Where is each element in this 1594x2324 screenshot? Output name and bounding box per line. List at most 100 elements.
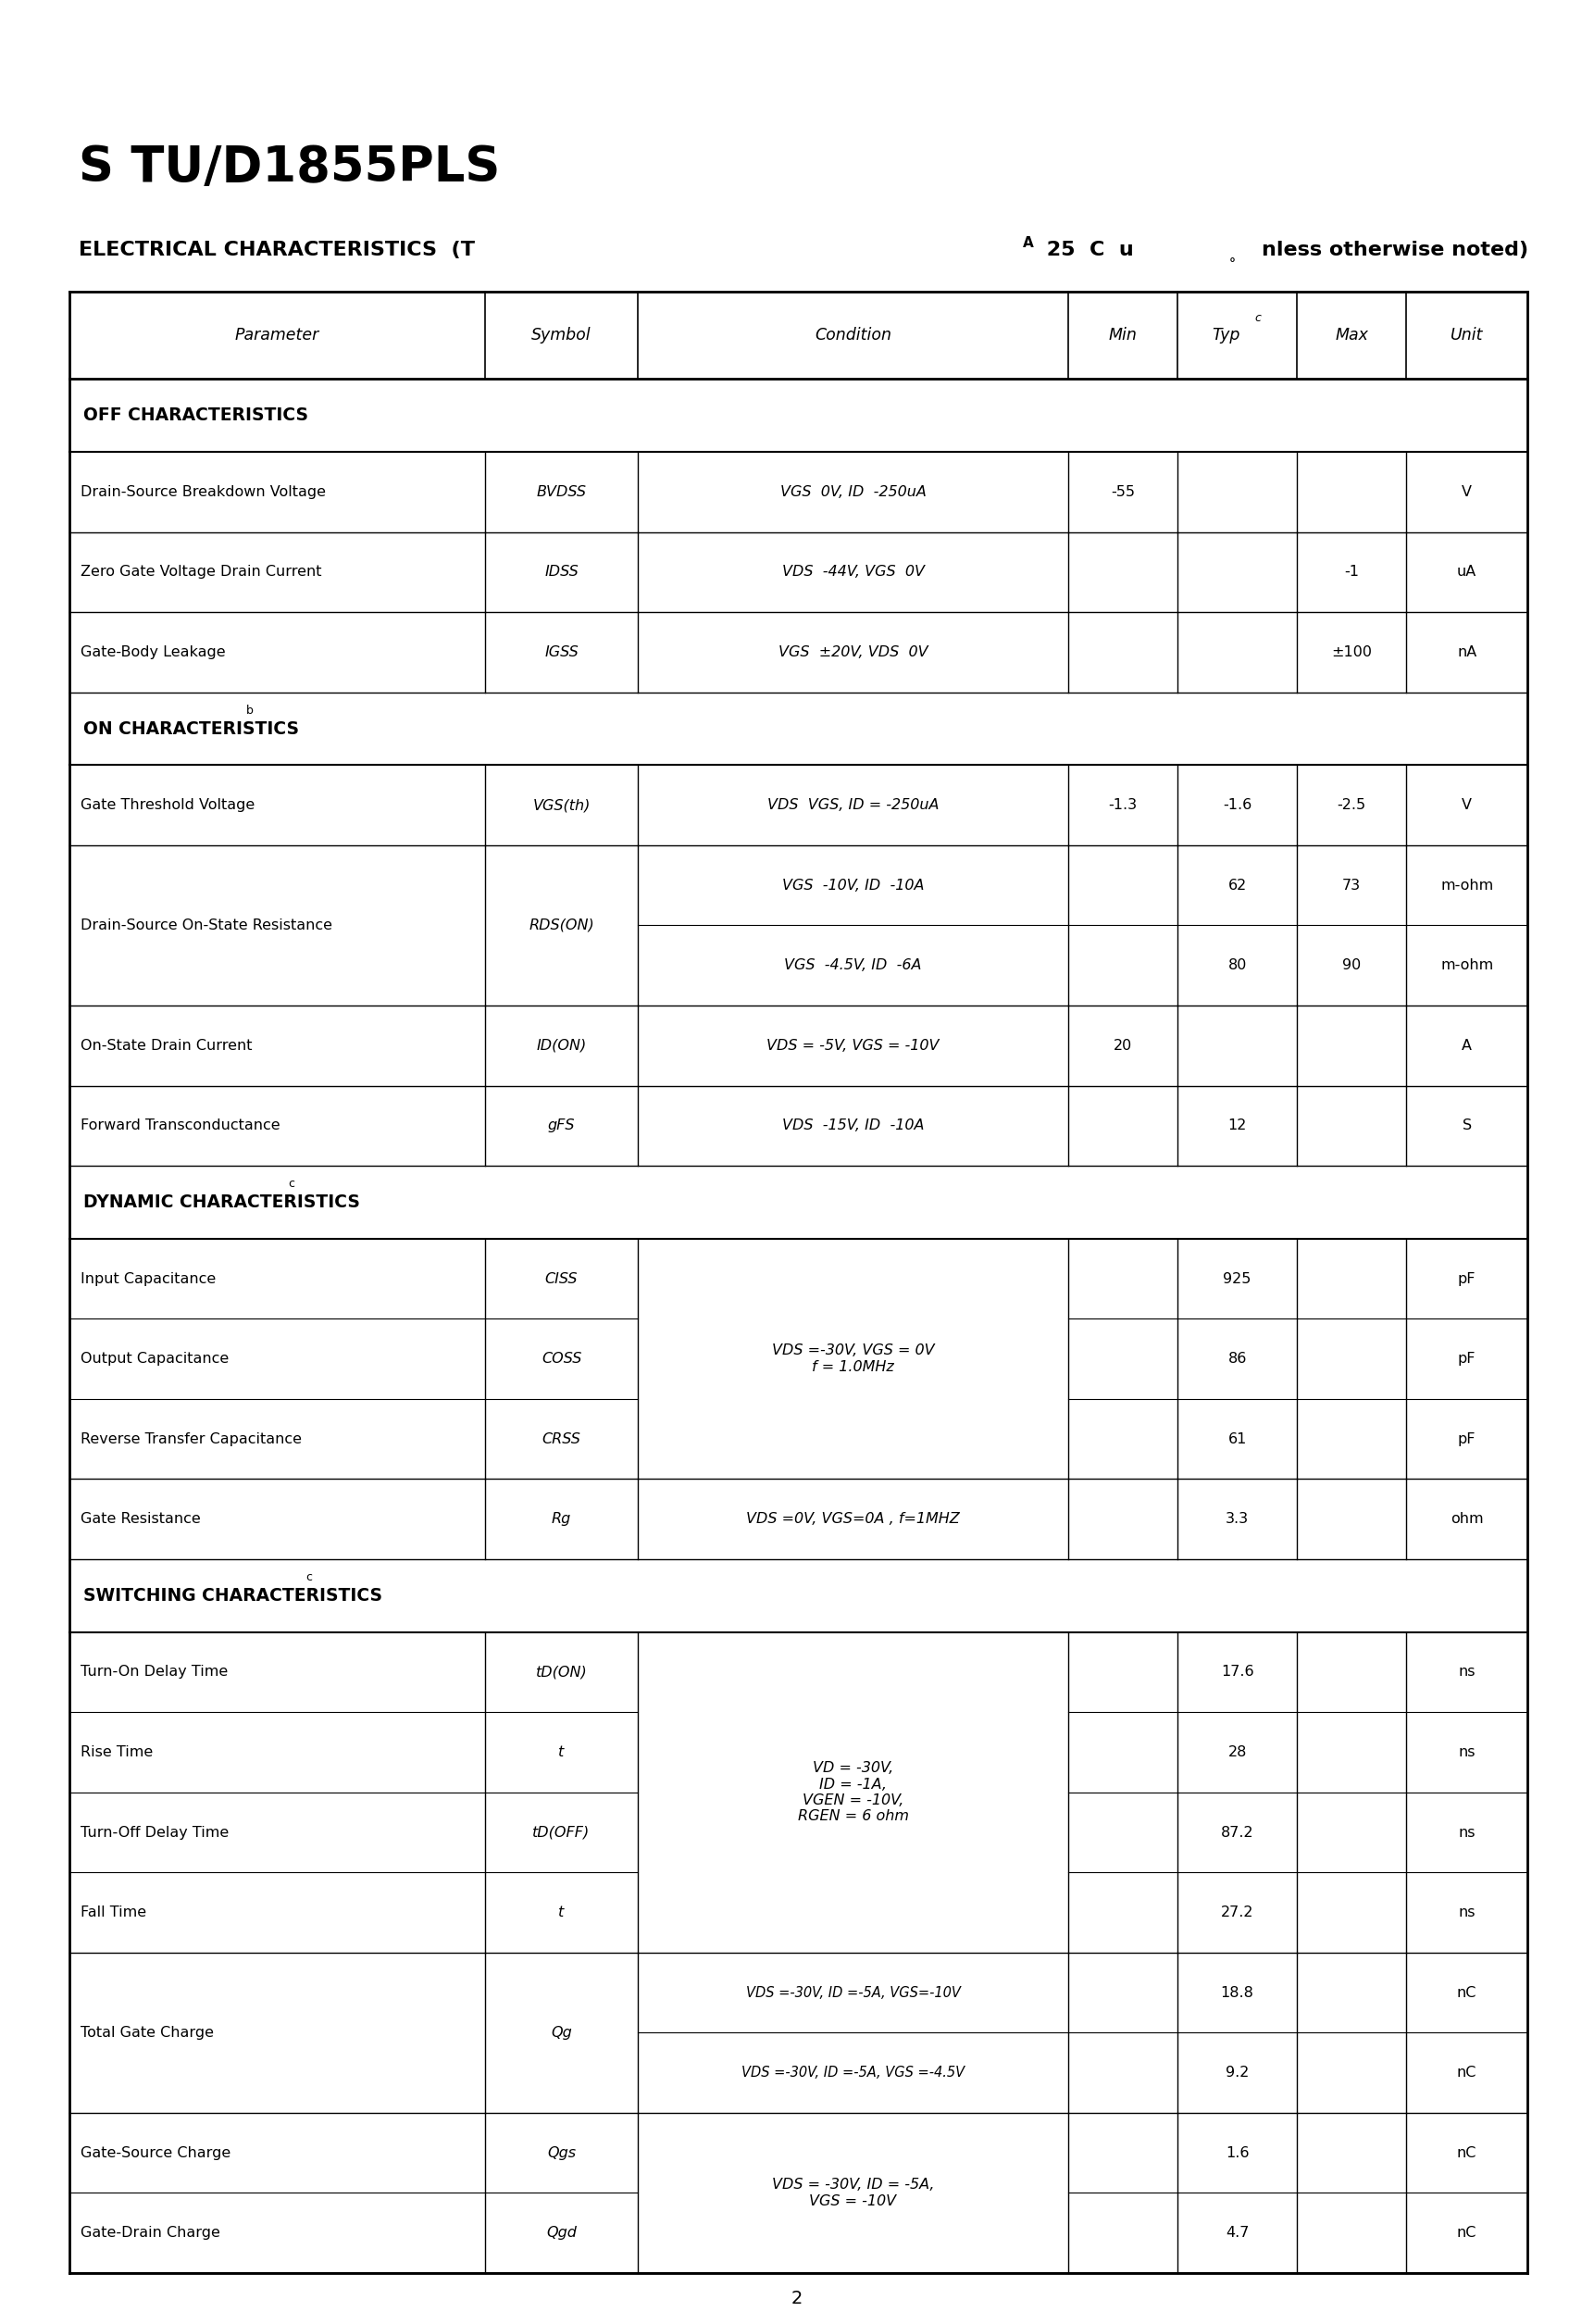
Text: uA: uA: [1457, 565, 1476, 579]
Text: -55: -55: [1111, 486, 1135, 500]
Text: Output Capacitance: Output Capacitance: [81, 1353, 230, 1367]
Text: Unit: Unit: [1451, 328, 1484, 344]
Text: RDS(ON): RDS(ON): [529, 918, 595, 932]
Text: Input Capacitance: Input Capacitance: [81, 1271, 215, 1285]
Text: tD(ON): tD(ON): [536, 1666, 587, 1678]
Text: VDS  VGS, ID = -250uA: VDS VGS, ID = -250uA: [767, 797, 939, 811]
Text: m-ohm: m-ohm: [1441, 878, 1494, 892]
Text: Gate-Body Leakage: Gate-Body Leakage: [81, 646, 225, 660]
Text: CISS: CISS: [545, 1271, 579, 1285]
Text: -1.6: -1.6: [1223, 797, 1251, 811]
Text: nC: nC: [1457, 2145, 1476, 2159]
Text: IGSS: IGSS: [545, 646, 579, 660]
Text: nC: nC: [1457, 1985, 1476, 1999]
Text: A: A: [1462, 1039, 1471, 1053]
Text: pF: pF: [1459, 1271, 1476, 1285]
Text: ns: ns: [1459, 1745, 1476, 1759]
Text: ON CHARACTERISTICS: ON CHARACTERISTICS: [83, 720, 300, 737]
Text: Turn-Off Delay Time: Turn-Off Delay Time: [81, 1824, 230, 1838]
Text: S TU/D1855PLS: S TU/D1855PLS: [78, 144, 501, 191]
Text: A: A: [1023, 237, 1035, 251]
Text: 12: 12: [1227, 1118, 1247, 1132]
Text: 4.7: 4.7: [1226, 2226, 1250, 2240]
Text: Zero Gate Voltage Drain Current: Zero Gate Voltage Drain Current: [81, 565, 322, 579]
Text: b: b: [245, 704, 253, 716]
Text: Gate-Drain Charge: Gate-Drain Charge: [81, 2226, 220, 2240]
Text: VDS =-30V, ID =-5A, VGS=-10V: VDS =-30V, ID =-5A, VGS=-10V: [746, 1985, 960, 1999]
Text: V: V: [1462, 486, 1471, 500]
Text: 61: 61: [1227, 1432, 1247, 1446]
Text: ns: ns: [1459, 1666, 1476, 1678]
Text: S: S: [1462, 1118, 1471, 1132]
Text: t: t: [558, 1906, 564, 1920]
Text: 73: 73: [1342, 878, 1361, 892]
Text: On-State Drain Current: On-State Drain Current: [81, 1039, 252, 1053]
Text: VDS = -5V, VGS = -10V: VDS = -5V, VGS = -10V: [767, 1039, 939, 1053]
Text: V: V: [1462, 797, 1471, 811]
Text: gFS: gFS: [548, 1118, 575, 1132]
Text: COSS: COSS: [542, 1353, 582, 1367]
Text: 2: 2: [791, 2289, 803, 2308]
Text: CRSS: CRSS: [542, 1432, 580, 1446]
Text: -1.3: -1.3: [1108, 797, 1137, 811]
Text: Min: Min: [1108, 328, 1137, 344]
Text: VDS  -15V, ID  -10A: VDS -15V, ID -10A: [783, 1118, 925, 1132]
Text: ohm: ohm: [1451, 1513, 1484, 1527]
Text: 87.2: 87.2: [1221, 1824, 1254, 1838]
Text: m-ohm: m-ohm: [1441, 957, 1494, 971]
Text: Parameter: Parameter: [234, 328, 319, 344]
Text: 25  C  u: 25 C u: [1039, 242, 1133, 260]
Text: SWITCHING CHARACTERISTICS: SWITCHING CHARACTERISTICS: [83, 1587, 383, 1604]
Text: -1: -1: [1344, 565, 1360, 579]
Text: ELECTRICAL CHARACTERISTICS  (T: ELECTRICAL CHARACTERISTICS (T: [78, 242, 475, 260]
Text: 18.8: 18.8: [1221, 1985, 1254, 1999]
Text: 20: 20: [1113, 1039, 1132, 1053]
Text: Condition: Condition: [815, 328, 891, 344]
Text: Qgs: Qgs: [547, 2145, 575, 2159]
Text: VDS =0V, VGS=0A , f=1MHZ: VDS =0V, VGS=0A , f=1MHZ: [746, 1513, 960, 1527]
Text: tD(OFF): tD(OFF): [532, 1824, 590, 1838]
Text: Typ: Typ: [1211, 328, 1240, 344]
Text: nA: nA: [1457, 646, 1476, 660]
Text: c: c: [306, 1571, 312, 1583]
Text: VGS  ±20V, VDS  0V: VGS ±20V, VDS 0V: [778, 646, 928, 660]
Text: VGS(th): VGS(th): [532, 797, 590, 811]
Text: VGS  -10V, ID  -10A: VGS -10V, ID -10A: [783, 878, 925, 892]
Text: Gate Resistance: Gate Resistance: [81, 1513, 201, 1527]
Text: 17.6: 17.6: [1221, 1666, 1254, 1678]
Text: nC: nC: [1457, 2226, 1476, 2240]
Text: 27.2: 27.2: [1221, 1906, 1253, 1920]
Text: Turn-On Delay Time: Turn-On Delay Time: [81, 1666, 228, 1678]
Text: Drain-Source Breakdown Voltage: Drain-Source Breakdown Voltage: [81, 486, 325, 500]
Text: BVDSS: BVDSS: [537, 486, 587, 500]
Text: 925: 925: [1223, 1271, 1251, 1285]
Text: nless otherwise noted): nless otherwise noted): [1262, 242, 1529, 260]
Text: t: t: [558, 1745, 564, 1759]
Text: Forward Transconductance: Forward Transconductance: [81, 1118, 281, 1132]
Text: ns: ns: [1459, 1824, 1476, 1838]
Text: Gate Threshold Voltage: Gate Threshold Voltage: [81, 797, 255, 811]
Text: Qgd: Qgd: [547, 2226, 577, 2240]
Text: c: c: [289, 1178, 295, 1190]
Text: 62: 62: [1227, 878, 1247, 892]
Text: Rg: Rg: [552, 1513, 571, 1527]
Text: ns: ns: [1459, 1906, 1476, 1920]
Text: Reverse Transfer Capacitance: Reverse Transfer Capacitance: [81, 1432, 301, 1446]
Text: VGS  -4.5V, ID  -6A: VGS -4.5V, ID -6A: [784, 957, 921, 971]
Text: c: c: [1254, 311, 1261, 323]
Text: -2.5: -2.5: [1337, 797, 1366, 811]
Text: Fall Time: Fall Time: [81, 1906, 147, 1920]
Text: Symbol: Symbol: [531, 328, 591, 344]
Text: VDS  -44V, VGS  0V: VDS -44V, VGS 0V: [781, 565, 925, 579]
Text: 9.2: 9.2: [1226, 2066, 1250, 2080]
Text: DYNAMIC CHARACTERISTICS: DYNAMIC CHARACTERISTICS: [83, 1195, 360, 1211]
Text: pF: pF: [1459, 1353, 1476, 1367]
Text: VDS =-30V, VGS = 0V
f = 1.0MHz: VDS =-30V, VGS = 0V f = 1.0MHz: [771, 1343, 934, 1373]
Text: IDSS: IDSS: [545, 565, 579, 579]
Text: 90: 90: [1342, 957, 1361, 971]
Text: °: °: [1229, 258, 1235, 270]
Text: VDS =-30V, ID =-5A, VGS =-4.5V: VDS =-30V, ID =-5A, VGS =-4.5V: [741, 2066, 964, 2080]
Text: Total Gate Charge: Total Gate Charge: [81, 2027, 214, 2040]
Text: Rise Time: Rise Time: [81, 1745, 153, 1759]
Text: 28: 28: [1227, 1745, 1247, 1759]
